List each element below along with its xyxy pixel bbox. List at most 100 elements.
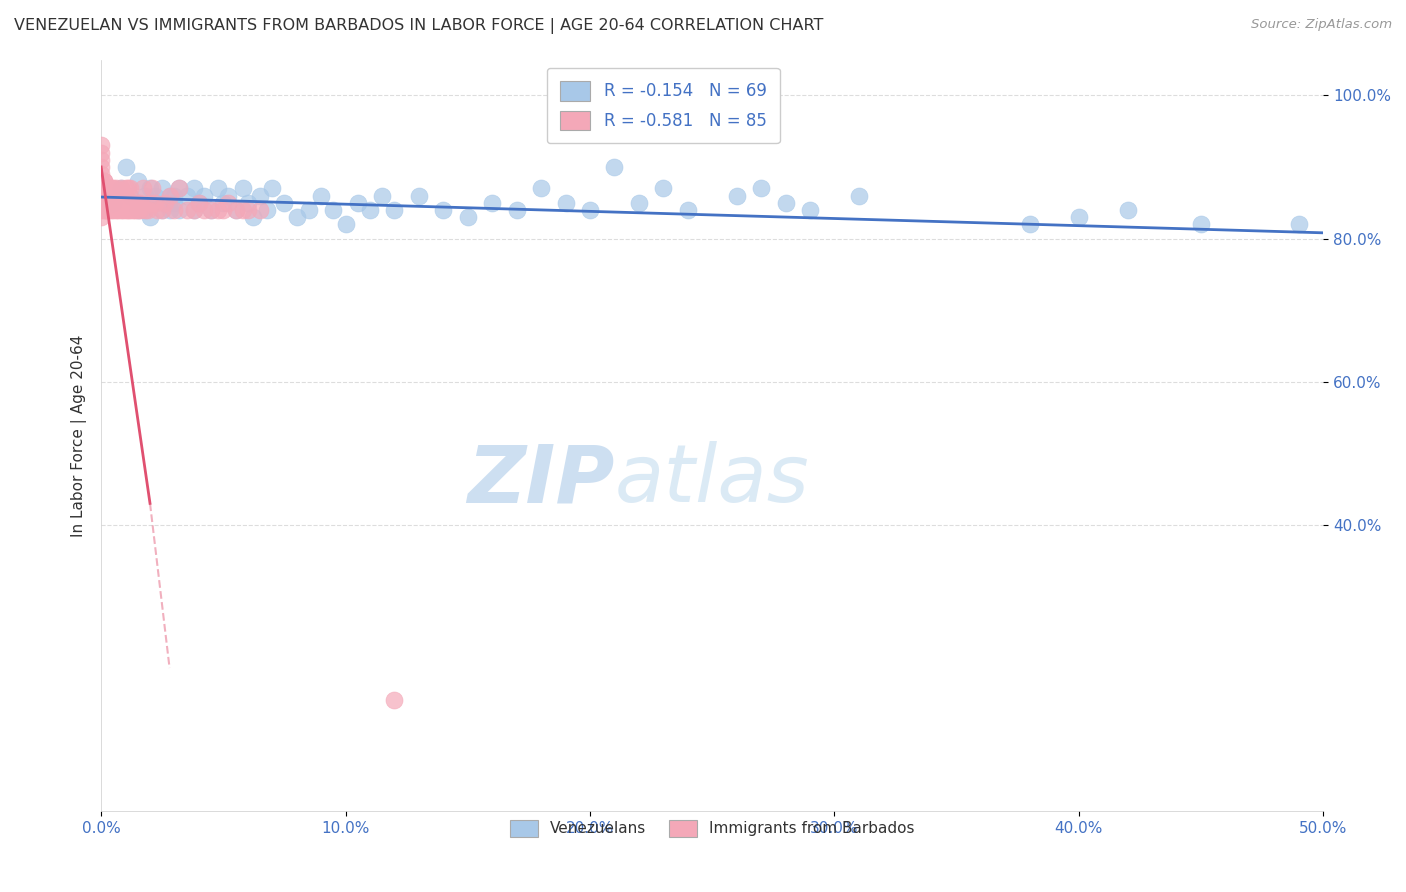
Point — [217, 195, 239, 210]
Point — [183, 202, 205, 217]
Point — [93, 202, 115, 217]
Point — [335, 217, 357, 231]
Point — [129, 195, 152, 210]
Point — [242, 210, 264, 224]
Point — [90, 160, 112, 174]
Point — [249, 202, 271, 217]
Y-axis label: In Labor Force | Age 20-64: In Labor Force | Age 20-64 — [72, 334, 87, 537]
Point — [1067, 210, 1090, 224]
Point — [90, 145, 112, 160]
Point — [603, 160, 626, 174]
Point — [256, 202, 278, 217]
Point — [94, 181, 117, 195]
Point — [322, 202, 344, 217]
Point — [143, 188, 166, 202]
Point — [139, 181, 162, 195]
Point — [136, 202, 159, 217]
Point — [114, 181, 136, 195]
Point — [676, 202, 699, 217]
Point — [159, 202, 181, 217]
Point — [225, 202, 247, 217]
Point — [169, 181, 191, 195]
Point — [232, 202, 254, 217]
Point — [346, 195, 368, 210]
Point — [93, 195, 115, 210]
Point — [193, 202, 215, 217]
Point — [127, 174, 149, 188]
Point — [159, 188, 181, 202]
Point — [94, 181, 117, 195]
Point — [104, 202, 127, 217]
Point — [94, 202, 117, 217]
Point — [153, 195, 176, 210]
Point — [103, 181, 125, 195]
Point — [579, 202, 602, 217]
Point — [236, 195, 259, 210]
Point — [107, 188, 129, 202]
Point — [200, 202, 222, 217]
Point — [200, 202, 222, 217]
Text: Source: ZipAtlas.com: Source: ZipAtlas.com — [1251, 18, 1392, 31]
Point — [749, 181, 772, 195]
Point — [848, 188, 870, 202]
Point — [176, 188, 198, 202]
Point — [217, 188, 239, 202]
Point — [183, 181, 205, 195]
Point — [163, 195, 186, 210]
Point — [90, 174, 112, 188]
Point — [107, 202, 129, 217]
Point — [97, 202, 120, 217]
Point — [93, 188, 115, 202]
Point — [100, 202, 122, 217]
Point — [1189, 217, 1212, 231]
Point — [159, 188, 181, 202]
Point — [120, 188, 142, 202]
Point — [141, 181, 163, 195]
Point — [139, 195, 162, 210]
Point — [652, 181, 675, 195]
Point — [207, 181, 229, 195]
Text: atlas: atlas — [614, 442, 810, 519]
Point — [90, 153, 112, 167]
Point — [176, 202, 198, 217]
Point — [134, 188, 156, 202]
Point — [120, 195, 142, 210]
Point — [90, 202, 112, 217]
Point — [120, 202, 142, 217]
Point — [408, 188, 430, 202]
Point — [384, 202, 406, 217]
Point — [298, 202, 321, 217]
Point — [103, 202, 125, 217]
Point — [146, 202, 169, 217]
Point — [163, 202, 186, 217]
Point — [207, 202, 229, 217]
Legend: Venezuelans, Immigrants from Barbados: Venezuelans, Immigrants from Barbados — [502, 812, 922, 845]
Point — [97, 181, 120, 195]
Point — [799, 202, 821, 217]
Point — [93, 181, 115, 195]
Point — [725, 188, 748, 202]
Point — [187, 195, 209, 210]
Point — [143, 195, 166, 210]
Point — [359, 202, 381, 217]
Point — [90, 195, 112, 210]
Point — [627, 195, 650, 210]
Point — [212, 202, 235, 217]
Point — [150, 202, 173, 217]
Point — [112, 202, 135, 217]
Point — [120, 181, 142, 195]
Point — [122, 202, 145, 217]
Point — [309, 188, 332, 202]
Point — [100, 188, 122, 202]
Point — [134, 202, 156, 217]
Point — [110, 181, 132, 195]
Point — [285, 210, 308, 224]
Point — [143, 195, 166, 210]
Point — [93, 188, 115, 202]
Point — [1019, 217, 1042, 231]
Point — [124, 195, 146, 210]
Point — [554, 195, 576, 210]
Point — [127, 202, 149, 217]
Point — [432, 202, 454, 217]
Point — [117, 181, 139, 195]
